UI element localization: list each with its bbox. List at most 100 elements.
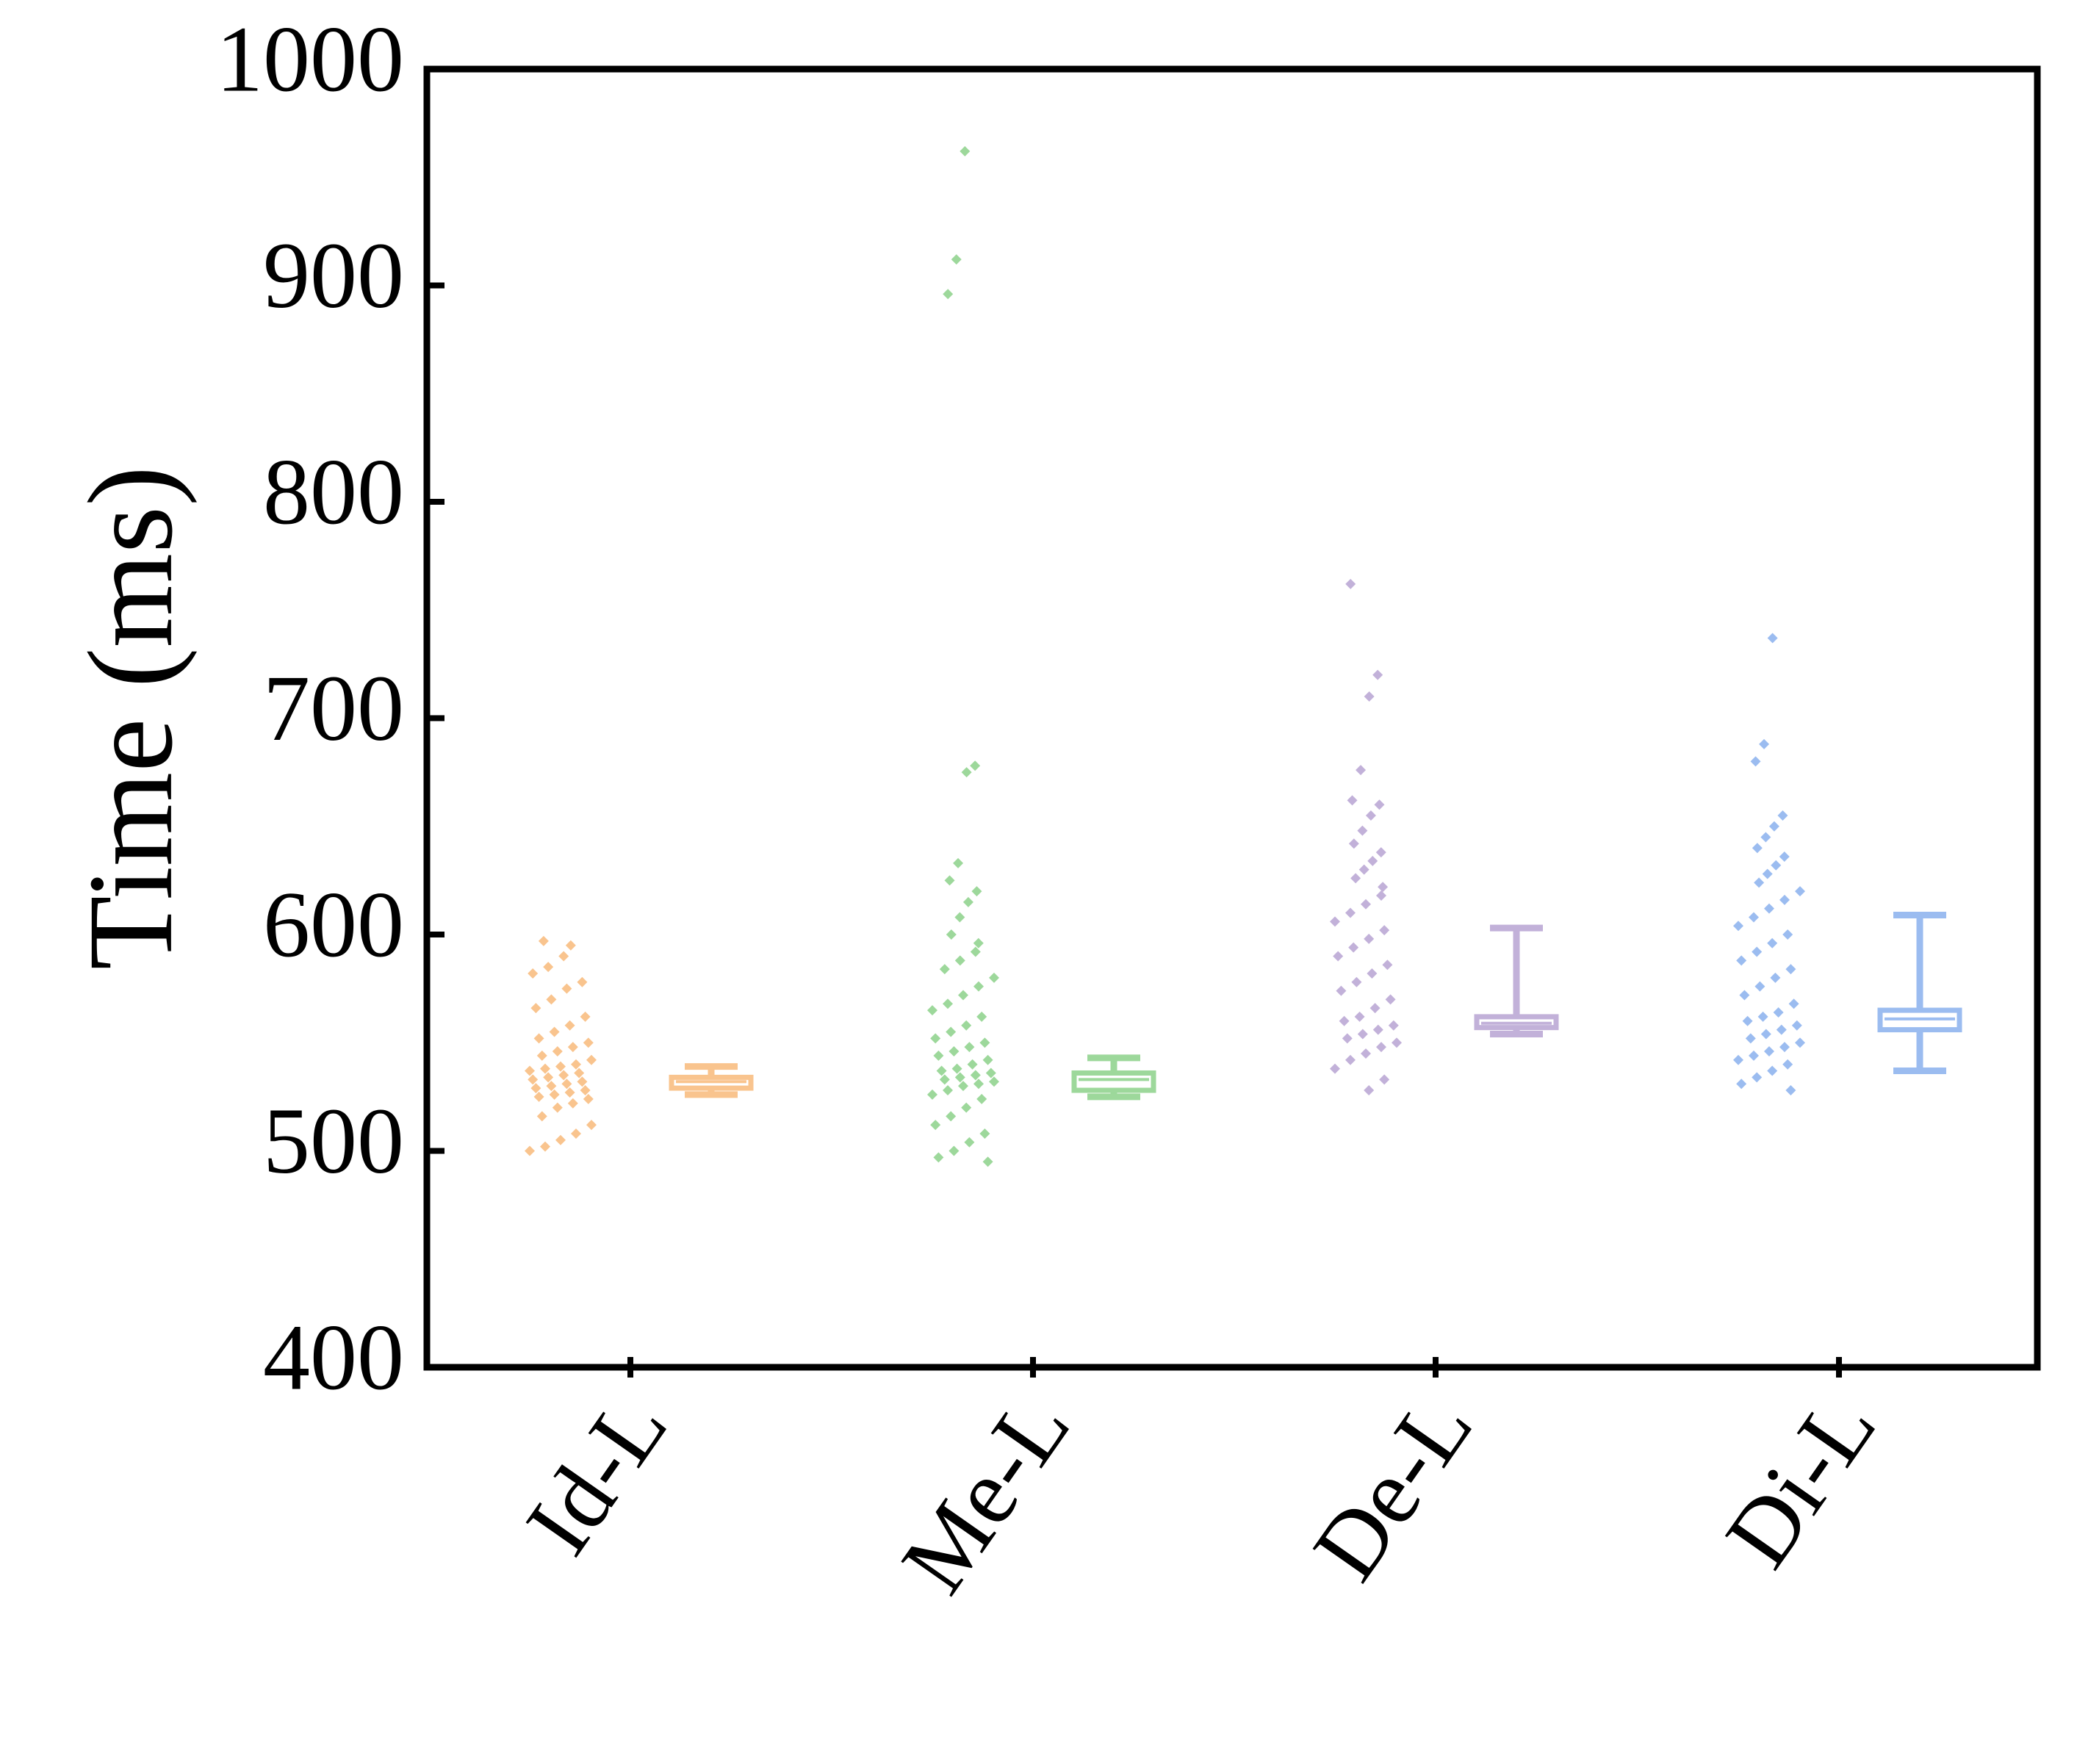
- data-point: [1388, 1020, 1399, 1031]
- data-point: [530, 1083, 541, 1094]
- data-point: [953, 857, 964, 868]
- data-point: [930, 1120, 941, 1131]
- data-point: [1378, 882, 1389, 893]
- data-point: [1764, 903, 1774, 914]
- data-point: [1385, 994, 1396, 1005]
- data-point: [1785, 964, 1796, 975]
- data-point: [1759, 738, 1770, 749]
- data-point: [1752, 1072, 1763, 1083]
- data-point: [586, 1120, 597, 1131]
- data-point: [1736, 1079, 1747, 1090]
- y-tick-label: 1000: [216, 7, 404, 111]
- data-point: [536, 1111, 547, 1122]
- data-point: [1771, 860, 1782, 871]
- data-point: [1364, 933, 1375, 944]
- data-point: [973, 981, 984, 992]
- data-point: [1779, 894, 1790, 905]
- data-point: [964, 1137, 975, 1148]
- data-point: [1350, 873, 1361, 884]
- data-point: [1767, 937, 1778, 948]
- data-point: [1358, 864, 1369, 875]
- data-point: [543, 1072, 554, 1083]
- plot-frame: [423, 65, 2041, 1371]
- data-point: [970, 760, 981, 771]
- x-tick-label: Me-L: [882, 1375, 1090, 1610]
- data-point: [567, 1042, 578, 1053]
- data-point: [1347, 795, 1358, 806]
- data-point: [943, 289, 954, 300]
- data-point: [1745, 1033, 1756, 1044]
- data-point: [580, 1011, 591, 1022]
- y-tick-label: 700: [263, 656, 404, 760]
- data-point: [1361, 899, 1371, 910]
- data-point: [583, 1093, 594, 1104]
- data-point: [970, 946, 981, 957]
- data-point: [528, 1074, 539, 1085]
- data-point: [1356, 765, 1367, 776]
- data-point: [1776, 1024, 1787, 1035]
- data-point: [1757, 1011, 1768, 1022]
- data-point: [1348, 942, 1359, 953]
- data-point: [976, 1011, 987, 1022]
- data-point: [958, 1081, 968, 1092]
- data-point: [536, 1050, 547, 1061]
- data-point: [1330, 1063, 1340, 1074]
- data-point: [558, 951, 569, 962]
- data-point: [1376, 890, 1386, 901]
- data-point: [525, 1065, 535, 1076]
- data-point: [1333, 951, 1344, 962]
- data-point: [982, 1054, 993, 1065]
- data-point: [964, 1042, 975, 1053]
- y-tick-label: 400: [263, 1305, 404, 1409]
- box: [1071, 1070, 1156, 1093]
- data-point: [533, 1033, 544, 1044]
- data-point: [555, 1134, 566, 1145]
- data-point: [973, 937, 984, 948]
- data-point: [549, 1026, 560, 1037]
- data-point: [1336, 985, 1347, 996]
- data-point: [565, 940, 576, 951]
- data-point: [571, 1059, 581, 1070]
- data-point: [1767, 1065, 1778, 1076]
- data-point: [951, 254, 962, 265]
- data-point: [1364, 691, 1375, 702]
- data-point: [583, 1037, 594, 1048]
- data-point: [1795, 1037, 1805, 1048]
- data-point: [989, 972, 999, 983]
- data-point: [946, 1026, 957, 1037]
- data-point: [567, 1098, 578, 1109]
- data-point: [927, 1089, 937, 1100]
- y-tick-label: 800: [263, 439, 404, 544]
- data-point: [979, 1128, 990, 1139]
- data-point: [1354, 1011, 1365, 1022]
- data-point: [958, 990, 968, 1001]
- data-point: [933, 1050, 944, 1061]
- data-point: [540, 1063, 550, 1074]
- data-point: [538, 935, 549, 946]
- data-point: [1342, 1033, 1353, 1044]
- data-point: [961, 767, 972, 778]
- data-point: [1365, 810, 1376, 821]
- data-point: [954, 912, 965, 923]
- data-point: [1742, 1015, 1753, 1026]
- data-point: [1770, 972, 1781, 983]
- data-point: [936, 1065, 947, 1076]
- data-point: [1760, 1029, 1771, 1040]
- data-point: [540, 1141, 550, 1152]
- data-point: [561, 983, 572, 994]
- data-point: [574, 1068, 585, 1079]
- data-point: [1764, 1046, 1774, 1057]
- data-point: [1736, 955, 1747, 966]
- data-point: [961, 1020, 972, 1031]
- data-point: [973, 1079, 984, 1090]
- data-point: [1372, 669, 1383, 680]
- data-point: [1376, 1042, 1386, 1053]
- data-point: [580, 1085, 591, 1096]
- data-point: [948, 1046, 960, 1057]
- data-point: [1374, 799, 1385, 810]
- data-point: [1733, 1054, 1743, 1065]
- data-point: [1372, 1024, 1383, 1035]
- data-point: [1767, 633, 1778, 644]
- data-point: [586, 1054, 597, 1065]
- x-tick-label: De-L: [1293, 1375, 1492, 1598]
